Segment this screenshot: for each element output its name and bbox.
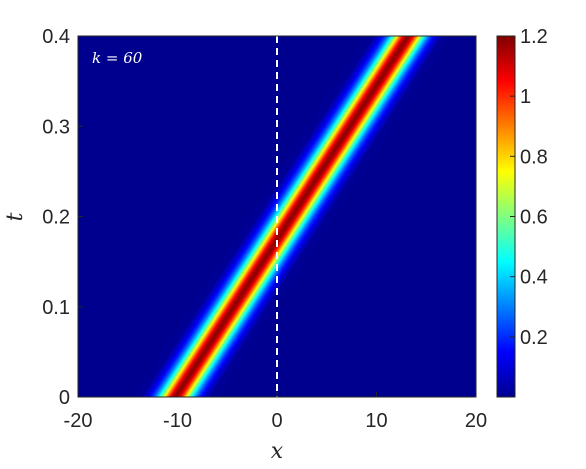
plot-area: k = 60 xyxy=(77,35,477,398)
y-tick-label: 0.3 xyxy=(42,116,70,138)
colorbar-tick-label: 0.8 xyxy=(520,146,548,168)
colorbar-tick-label: 0.6 xyxy=(520,207,548,229)
heatmap-layer xyxy=(133,36,451,397)
colorbar-tick-label: 0.2 xyxy=(520,327,548,349)
colorbar: 0.2 0.4 0.6 0.8 1 1.2 xyxy=(496,26,548,398)
y-tick-label: 0.4 xyxy=(42,26,70,48)
x-tick-label: 20 xyxy=(465,410,487,432)
x-tick-label: -20 xyxy=(64,410,93,432)
annotation-k: k = 60 xyxy=(92,49,143,67)
x-tick-label: -10 xyxy=(163,410,192,432)
colorbar-tick-label: 1 xyxy=(520,86,531,108)
colorbar-tick-label: 1.2 xyxy=(520,26,548,48)
y-axis: 0 0.1 0.2 0.3 0.4 xyxy=(42,26,83,409)
x-axis-label: x xyxy=(271,439,284,464)
y-tick-label: 0.2 xyxy=(42,207,70,229)
x-tick-label: 10 xyxy=(365,410,387,432)
y-tick-label: 0 xyxy=(59,387,70,409)
y-tick-label: 0.1 xyxy=(42,297,70,319)
contour-band xyxy=(173,36,411,397)
colorbar-tick-label: 0.4 xyxy=(520,267,548,289)
y-axis-label: t xyxy=(3,212,28,221)
x-tick-label: 0 xyxy=(271,410,282,432)
x-axis: -20 -10 0 10 20 xyxy=(64,392,487,432)
colorbar-ticks: 0.2 0.4 0.6 0.8 1 1.2 xyxy=(510,26,548,349)
